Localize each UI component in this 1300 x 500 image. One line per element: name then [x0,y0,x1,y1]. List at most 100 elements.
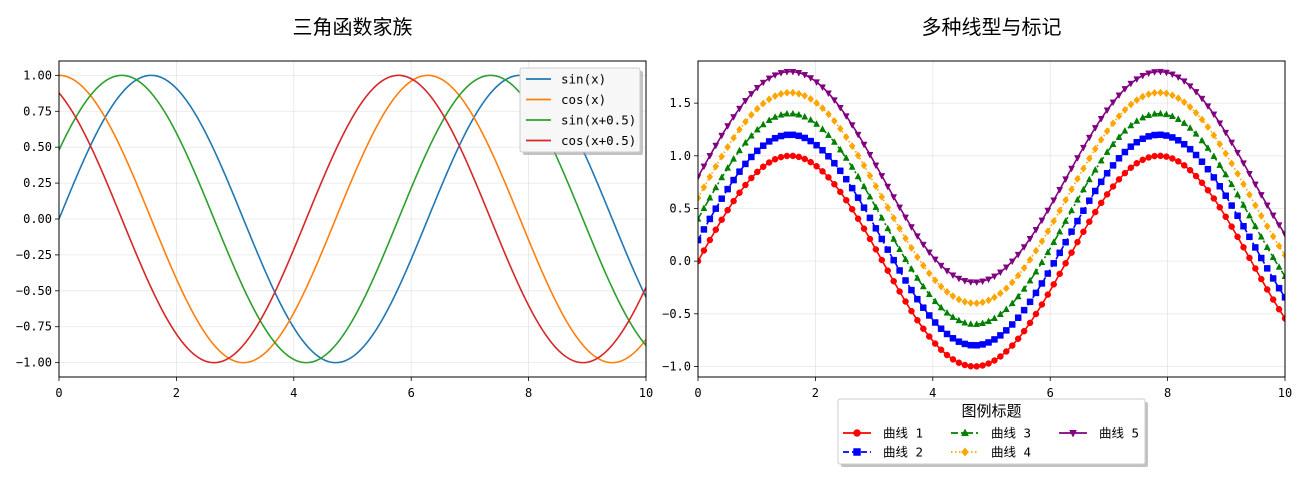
chart2-series-1-point [1068,249,1075,256]
chart2-series-2-point [1086,197,1093,204]
chart2-series-5-point [1180,78,1188,86]
chart1-xtick-label: 2 [173,386,180,400]
chart2-series-5-point [724,123,732,130]
chart1-legend-label: cos(x+0.5) [561,133,636,148]
chart2-series-3-point [1121,126,1129,134]
chart2-series-5-point [1228,139,1236,147]
chart2-series-2-point [848,184,856,192]
chart2-series-3-point [1275,263,1283,270]
chart2-series-5-point [1257,192,1265,199]
chart2-series-2-point [736,168,743,175]
chart2-series-1-point [1003,348,1010,355]
chart2-series-2-point [1186,145,1194,153]
chart2-series-2-point [1252,244,1259,251]
chart2-series-2-point [931,319,939,326]
chart2-series-1-point [896,288,903,295]
chart2-series-2-point [872,225,880,232]
chart2-series-1-point [742,181,749,189]
chart1-xtick-label: 8 [525,386,532,400]
chart2-series-line-3 [698,112,1285,326]
chart2-series-5-point [813,79,820,86]
chart1-ticks: 0 2 4 6 8 10 −1.00 −0.75 −0.50 −0.25 0.00 0.25 0.50 0… [16,68,653,400]
chart2-series-4-point [961,297,969,306]
chart2-series-5-point [1251,181,1259,189]
chart2-series-1-point [1103,191,1111,198]
chart1-ytick-label: 0.00 [23,212,52,226]
chart2-series-3-point [1163,110,1170,118]
chart2-series-4-point [854,151,862,160]
chart2-series-5-point [1275,222,1283,229]
chart2-series-3-point [1014,292,1022,300]
chart2-series-1-point [961,361,969,369]
chart2-series-1-point [1009,342,1016,349]
chart1-legend-box [519,67,641,153]
chart2-series-3-point [771,113,779,120]
chart2-series-4-point [1145,90,1152,99]
chart2-series-1-point [1127,164,1135,171]
chart2-series-5-point [1210,111,1218,119]
chart2-series-4-point [860,161,868,170]
chart2-series-5-point [1204,103,1212,111]
chart2-series-3-point [1257,232,1265,240]
chart2-series-3-point [1115,133,1123,140]
chart2-series-5-point [1032,227,1040,234]
chart2-series-5-point [1062,176,1070,184]
chart2-series-4-point [742,117,749,126]
chart2-series-5-point [943,268,951,275]
chart2-series-1-point [789,152,797,160]
chart1-series-line-4 [59,74,646,364]
chart2-xtick-label: 6 [1047,386,1054,400]
chart2-series-5-point [753,85,761,92]
chart2-series-5-point [1240,160,1247,168]
chart2-series-1-point [1192,172,1200,180]
chart2-series-3-point [1157,109,1164,117]
chart2-series-2-point [1109,162,1117,169]
chart2-series-3-point [1246,211,1253,219]
chart2-series-5-point [795,70,803,77]
chart2-series-2-point [1216,183,1224,190]
chart2-series-2-point [1258,254,1265,262]
chart2-series-1-point [890,277,897,285]
chart2-series-2-point [1281,294,1285,301]
chart2-series-1-point [724,206,731,214]
chart2-series-2-point [795,132,803,140]
chart2-legend-label: 曲线 5 [1099,426,1139,441]
chart2-series-5-point [1056,186,1064,194]
chart2-series-2-point [1139,135,1146,143]
chart2-series-3-point [1192,129,1200,137]
chart2-series-1-point [1234,233,1241,241]
chart2-series-2-point [967,341,974,349]
chart2-series-5-point [896,204,904,212]
chart2-series-3-point [789,109,797,117]
chart2-series-2-point [1014,314,1022,321]
chart1-ytick-label: 0.50 [23,140,52,154]
chart2-series-1-point [1092,208,1099,216]
chart2-series-1-point [771,156,779,163]
chart2-series-5-point [1198,95,1206,103]
chart2-series-2-point [1074,217,1081,225]
chart2-legend-marker [853,448,861,456]
chart2-series-1-point [872,246,880,253]
chart2-series-4-point [908,243,915,252]
chart2-series-2-point [1175,137,1182,144]
chart2-series-1-point [1032,310,1040,318]
chart2-series-3-point [753,125,761,133]
chart2-series-4-point [813,99,820,108]
chart2-series-2-point [1145,133,1152,140]
chart2-series-3-point [1026,276,1034,284]
chart2-series-1-point [884,267,891,274]
chart2-series-1-point [825,174,832,181]
chart2-series-3-point [985,317,992,325]
chart2-series-3-point [1038,258,1046,266]
chart2-series-1-point [931,340,939,347]
chart2-series-4-point [1240,180,1247,189]
chart2-series-4-point [937,282,945,291]
chart2-series-3-point [913,274,921,281]
chart2-series-5-point [771,72,779,80]
chart2-series-4-point [1044,227,1052,236]
chart2-series-1-point [1163,153,1170,160]
chart2-series-5-point [1234,149,1241,157]
chart2-series-3-point [736,146,743,154]
chart2-series-5-point [931,256,939,264]
